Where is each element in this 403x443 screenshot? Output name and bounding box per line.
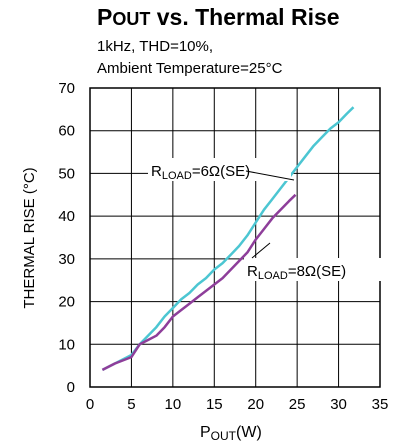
y-tick-label: 20 bbox=[58, 294, 75, 311]
annotation-6ohm-background bbox=[148, 158, 291, 181]
annotation-8ohm-background bbox=[244, 258, 381, 281]
subtitle-line-2: Ambient Temperature=25°C bbox=[97, 60, 283, 77]
annotation-6ohm-sub: LOAD bbox=[162, 170, 192, 182]
x-tick-label: 20 bbox=[247, 396, 264, 413]
chart-title: POUT vs. Thermal Rise bbox=[97, 4, 340, 30]
x-tick-label: 0 bbox=[86, 396, 94, 413]
tick-labels: 0 5 10 15 20 25 30 35 0 10 20 30 40 50 60 70 bbox=[58, 80, 388, 413]
y-tick-label: 10 bbox=[58, 336, 75, 353]
series-layer bbox=[101, 106, 355, 372]
title-rest: vs. Thermal Rise bbox=[150, 4, 339, 30]
y-tick-label: 30 bbox=[58, 251, 75, 268]
annotation-8ohm-rest: =8Ω(SE) bbox=[288, 263, 346, 280]
plot-frame bbox=[89, 87, 381, 388]
y-tick-label: 40 bbox=[58, 208, 75, 225]
x-tick-label: 30 bbox=[330, 396, 347, 413]
title-p: P bbox=[97, 4, 112, 30]
x-label-sub: OUT bbox=[211, 429, 237, 443]
annotation-8ohm: RLOAD=8Ω(SE) bbox=[247, 263, 346, 282]
y-axis-label: THERMAL RISE (°C) bbox=[21, 167, 38, 308]
x-label-p: P bbox=[200, 424, 211, 441]
annotation-8ohm-sub: LOAD bbox=[258, 270, 288, 282]
x-tick-label: 35 bbox=[372, 396, 389, 413]
y-tick-label: 70 bbox=[58, 80, 75, 97]
x-tick-label: 5 bbox=[127, 396, 135, 413]
x-tick-label: 10 bbox=[165, 396, 182, 413]
y-tick-label: 60 bbox=[58, 123, 75, 140]
annotation-8ohm-r: R bbox=[247, 263, 258, 280]
y-tick-label: 0 bbox=[67, 379, 75, 396]
x-tick-label: 15 bbox=[206, 396, 223, 413]
annotation-8ohm-leader bbox=[251, 242, 271, 259]
x-tick-label: 25 bbox=[289, 396, 306, 413]
annotation-6ohm-r: R bbox=[151, 163, 162, 180]
series-line-6ohm bbox=[101, 106, 355, 372]
annotation-6ohm-leader bbox=[245, 170, 295, 181]
annotation-6ohm: RLOAD=6Ω(SE) bbox=[151, 163, 250, 182]
x-axis-label: POUT(W) bbox=[200, 424, 262, 443]
y-tick-label: 50 bbox=[58, 165, 75, 182]
subtitle-line-1: 1kHz, THD=10%, bbox=[97, 38, 213, 55]
x-label-rest: (W) bbox=[236, 424, 262, 441]
annotations: RLOAD=6Ω(SE) RLOAD=8Ω(SE) bbox=[148, 158, 381, 282]
series-line-8ohm bbox=[101, 193, 297, 372]
grid bbox=[90, 88, 380, 387]
annotation-6ohm-rest: =6Ω(SE) bbox=[192, 163, 250, 180]
title-sub: OUT bbox=[112, 9, 150, 29]
